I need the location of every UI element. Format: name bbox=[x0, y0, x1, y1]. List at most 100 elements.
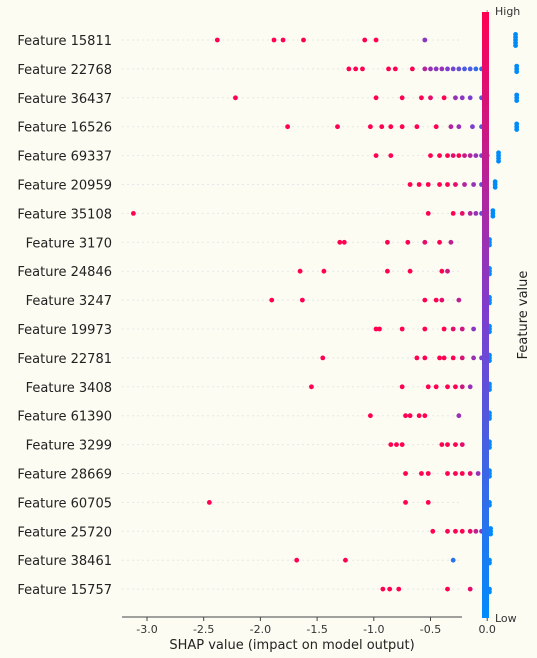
feature-label: Feature 3299 bbox=[26, 439, 112, 454]
shap-point bbox=[450, 153, 456, 159]
shap-point bbox=[271, 37, 277, 43]
shap-point bbox=[301, 37, 306, 43]
x-axis-ticks: -3.0 -2.5 -2.0 -1.5 -1.0 -0.5 0.0 bbox=[136, 617, 496, 636]
shap-point bbox=[439, 66, 445, 72]
shap-point bbox=[470, 124, 475, 130]
shap-point bbox=[428, 95, 433, 101]
feature-label: Feature 69337 bbox=[17, 150, 112, 165]
shap-point bbox=[373, 326, 379, 332]
shap-point bbox=[380, 586, 386, 592]
shap-point bbox=[335, 124, 340, 130]
shap-point bbox=[450, 211, 456, 216]
feature-label: Feature 35108 bbox=[17, 207, 112, 222]
shap-point bbox=[441, 355, 447, 361]
shap-point bbox=[441, 326, 447, 332]
shap-point bbox=[462, 182, 467, 187]
shap-point bbox=[388, 124, 394, 130]
shap-points bbox=[130, 32, 520, 595]
shap-point bbox=[387, 586, 393, 592]
shap-point bbox=[433, 297, 439, 303]
shap-point bbox=[399, 326, 405, 332]
shap-point bbox=[490, 208, 496, 214]
shap-point bbox=[403, 500, 408, 505]
shap-point bbox=[433, 124, 439, 130]
feature-labels: Feature 15811 Feature 22768 Feature 36437 F… bbox=[17, 34, 112, 598]
shap-point bbox=[280, 37, 286, 43]
shap-point bbox=[430, 528, 436, 534]
x-axis-title: SHAP value (impact on model output) bbox=[169, 638, 414, 653]
shap-point bbox=[414, 355, 420, 361]
shap-point bbox=[453, 528, 458, 534]
feature-label: Feature 16526 bbox=[17, 121, 112, 136]
shap-point bbox=[459, 355, 465, 361]
x-tick-label: -2.5 bbox=[193, 623, 214, 636]
shap-point bbox=[409, 66, 415, 72]
shap-point bbox=[467, 384, 473, 390]
feature-label: Feature 38461 bbox=[17, 554, 112, 569]
shap-point bbox=[337, 239, 343, 245]
shap-point bbox=[320, 355, 326, 361]
shap-point bbox=[514, 63, 520, 69]
shap-point bbox=[473, 211, 479, 216]
shap-point bbox=[462, 153, 467, 159]
shap-point bbox=[453, 95, 458, 101]
shap-point bbox=[373, 37, 379, 43]
shap-point bbox=[394, 442, 399, 447]
shap-point bbox=[514, 121, 520, 127]
x-tick-label: -2.0 bbox=[250, 623, 271, 636]
shap-point bbox=[233, 95, 238, 101]
shap-point bbox=[437, 239, 442, 245]
shap-point bbox=[367, 124, 373, 130]
shap-point bbox=[471, 182, 476, 187]
shap-point bbox=[428, 153, 433, 159]
shap-point bbox=[407, 182, 413, 187]
shap-point bbox=[488, 526, 494, 531]
shap-point bbox=[353, 66, 359, 72]
feature-label: Feature 22768 bbox=[17, 63, 112, 78]
shap-point bbox=[309, 384, 314, 390]
shap-point bbox=[385, 268, 390, 274]
shap-point bbox=[433, 66, 439, 72]
shap-point bbox=[456, 66, 462, 72]
feature-label: Feature 28669 bbox=[17, 468, 112, 483]
shap-point bbox=[321, 268, 327, 274]
feature-label: Feature 25720 bbox=[17, 525, 112, 540]
shap-point bbox=[414, 124, 420, 130]
shap-point bbox=[459, 211, 465, 216]
shap-point bbox=[459, 326, 465, 332]
shap-point bbox=[445, 442, 450, 447]
shap-point bbox=[450, 355, 456, 361]
shap-point bbox=[488, 531, 494, 537]
shap-point bbox=[467, 95, 473, 101]
shap-point bbox=[407, 413, 413, 419]
feature-label: Feature 3247 bbox=[26, 294, 112, 309]
shap-point bbox=[439, 297, 445, 303]
shap-point bbox=[467, 586, 473, 592]
feature-label: Feature 3170 bbox=[26, 236, 112, 251]
shap-point bbox=[450, 326, 456, 332]
shap-point bbox=[456, 153, 462, 159]
feature-label: Feature 15811 bbox=[17, 34, 112, 49]
shap-point bbox=[373, 95, 379, 101]
shap-point bbox=[453, 384, 458, 390]
colorbar-title: Feature value bbox=[516, 271, 531, 360]
shap-point bbox=[513, 32, 518, 37]
shap-point bbox=[130, 211, 136, 216]
shap-point bbox=[428, 66, 433, 72]
feature-label: Feature 60705 bbox=[17, 496, 112, 511]
x-tick-label: -3.0 bbox=[136, 623, 157, 636]
shap-point bbox=[437, 153, 442, 159]
feature-label: Feature 61390 bbox=[17, 410, 112, 425]
shap-point bbox=[450, 557, 456, 563]
shap-point bbox=[416, 413, 422, 419]
shap-point bbox=[269, 297, 275, 303]
shap-point bbox=[437, 355, 442, 361]
shap-point bbox=[206, 500, 212, 505]
shap-point bbox=[422, 413, 428, 419]
shap-point bbox=[341, 239, 347, 245]
shap-point bbox=[445, 384, 450, 390]
shap-point bbox=[403, 471, 408, 476]
feature-label: Feature 19973 bbox=[17, 323, 112, 338]
shap-point bbox=[379, 124, 385, 130]
